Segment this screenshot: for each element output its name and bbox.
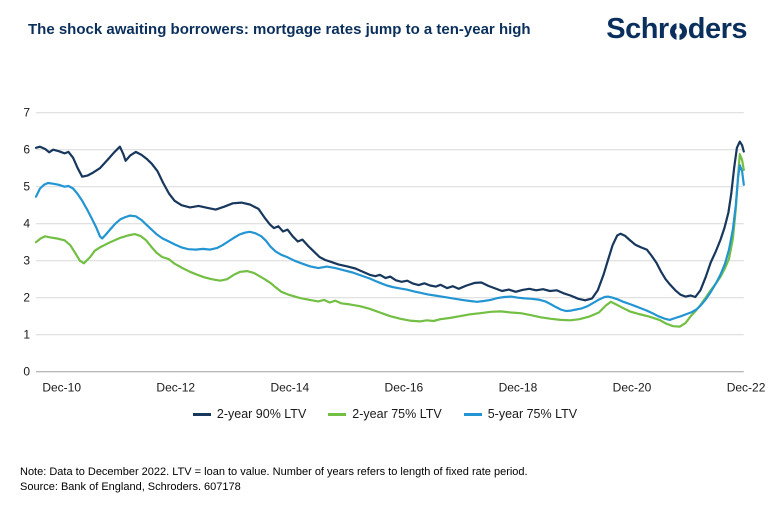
x-axis-tick-label: Dec-20 — [613, 381, 652, 395]
legend-line-swatch — [463, 412, 482, 416]
legend-item: 5-year 75% LTV — [463, 407, 578, 421]
legend-item: 2-year 75% LTV — [328, 407, 442, 421]
x-axis-tick-label: Dec-10 — [42, 381, 81, 395]
y-axis-tick-label: 4 — [23, 217, 30, 231]
x-axis-tick-label: Dec-16 — [385, 381, 424, 395]
y-axis-tick-label: 3 — [23, 254, 30, 268]
y-axis-tick-label: 6 — [23, 143, 30, 157]
x-axis-tick-label: Dec-18 — [499, 381, 538, 395]
legend-line-swatch — [328, 412, 347, 416]
logo-text-prefix: Schr — [606, 13, 669, 45]
series-line-2-year-90-ltv — [34, 140, 745, 302]
page-title: The shock awaiting borrowers: mortgage r… — [28, 21, 531, 38]
legend-line-swatch — [192, 412, 211, 416]
logo-text-suffix: ders — [687, 13, 748, 45]
legend-label: 2-year 90% LTV — [216, 407, 307, 421]
legend-item: 2-year 90% LTV — [192, 407, 307, 421]
y-axis-tick-label: 7 — [23, 106, 30, 120]
y-axis-tick-label: 0 — [23, 365, 30, 379]
legend-label: 2-year 75% LTV — [352, 407, 442, 421]
x-axis-tick-label: Dec-22 — [727, 381, 766, 395]
note-line: Note: Data to December 2022. LTV = loan … — [20, 466, 528, 478]
legend-label: 5-year 75% LTV — [487, 407, 578, 421]
footnotes: Note: Data to December 2022. LTV = loan … — [20, 465, 528, 495]
y-axis-tick-label: 1 — [23, 328, 30, 342]
y-axis-tick-label: 5 — [23, 180, 30, 194]
schroders-logo: Schr ders — [606, 13, 747, 46]
y-axis-tick-label: 2 — [23, 291, 30, 305]
x-axis-tick-label: Dec-12 — [156, 381, 195, 395]
source-line: Source: Bank of England, Schroders. 6071… — [20, 481, 241, 493]
chart-legend: 2-year 90% LTV 2-year 75% LTV 5-year 75% L… — [0, 407, 770, 421]
series-line-2-year-75-ltv — [34, 152, 745, 328]
line-chart: 0 1 2 3 4 5 6 7 Dec-10 Dec-12 Dec-14 Dec-16 Dec-18 De… — [23, 106, 766, 395]
logo-notched-o-icon — [669, 23, 687, 40]
x-axis-tick-label: Dec-14 — [270, 381, 309, 395]
series-line-5-year-75-ltv — [34, 164, 745, 321]
